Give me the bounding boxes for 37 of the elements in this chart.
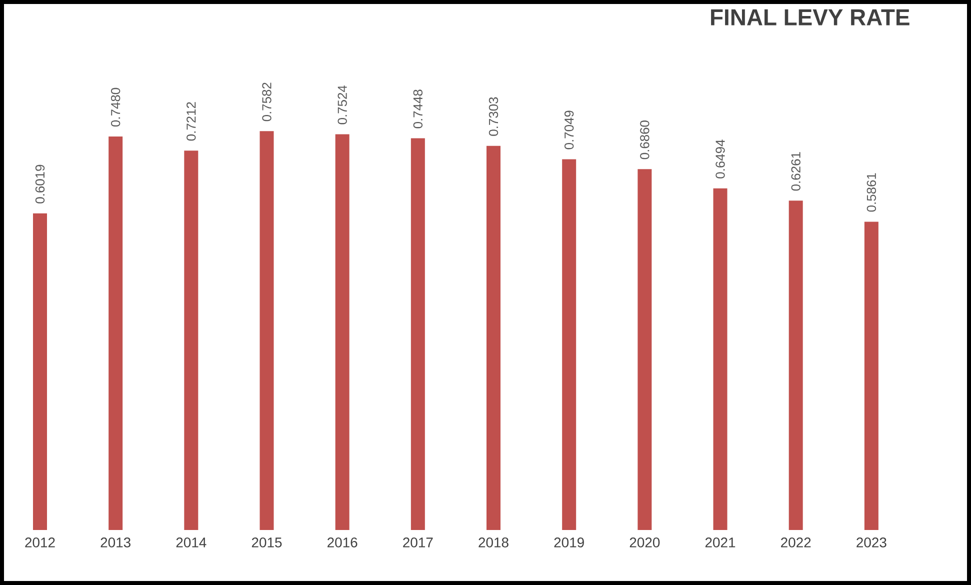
x-tick-label: 2012 [25,538,55,548]
x-tick-label: 2021 [705,538,736,548]
x-tick-label: 2014 [176,538,206,548]
bar [562,159,576,530]
x-tick-label: 2017 [403,538,433,548]
bar [638,169,652,530]
bar [864,222,878,530]
x-tick-label: 2023 [856,538,886,548]
data-label: 0.7582 [262,82,272,122]
x-tick-label: 2018 [478,538,508,548]
data-label: 0.5861 [866,173,876,212]
bar [713,188,728,530]
data-label: 0.7049 [564,110,574,150]
bar [184,150,198,530]
x-tick-label: 2015 [252,538,282,548]
bar [33,213,47,530]
bar [410,138,425,530]
bar [108,136,123,530]
data-label: 0.7212 [186,102,196,141]
bar [335,134,350,530]
data-label: 0.7480 [110,88,120,127]
data-label: 0.6261 [791,152,800,191]
data-label: 0.7448 [413,90,423,128]
x-tick-label: 2013 [100,538,130,548]
data-label: 0.6019 [35,164,45,204]
x-tick-label: 2022 [781,538,811,548]
bar [260,131,274,530]
x-tick-label: 2019 [554,538,584,548]
x-tick-label: 2020 [630,538,660,548]
x-tick-label: 2016 [328,538,358,548]
data-label: 0.7303 [488,97,498,136]
bar [788,200,803,530]
data-label: 0.7524 [338,85,347,124]
bar [486,146,501,530]
data-label: 0.6860 [640,120,650,160]
data-label: 0.6494 [716,140,725,178]
chart-title: FINAL LEVY RATE [711,9,910,26]
